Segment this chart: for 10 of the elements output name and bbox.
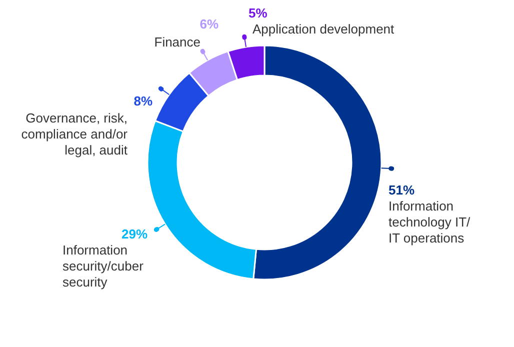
data-label: 8% [134,94,153,108]
data-label: 5% [248,6,268,20]
slice-label: Information technology IT/ IT operations [388,198,471,246]
data-label: 29% [121,226,148,242]
data-label: 6% [200,16,219,32]
legend-label: Application development [252,22,395,36]
slice-label: Information security/cuber security [62,242,144,290]
slice-label: Finance [154,34,200,50]
data-label: 51% [388,182,415,198]
slice-label: Governance, risk, compliance and/or legal, audit [21,110,128,158]
